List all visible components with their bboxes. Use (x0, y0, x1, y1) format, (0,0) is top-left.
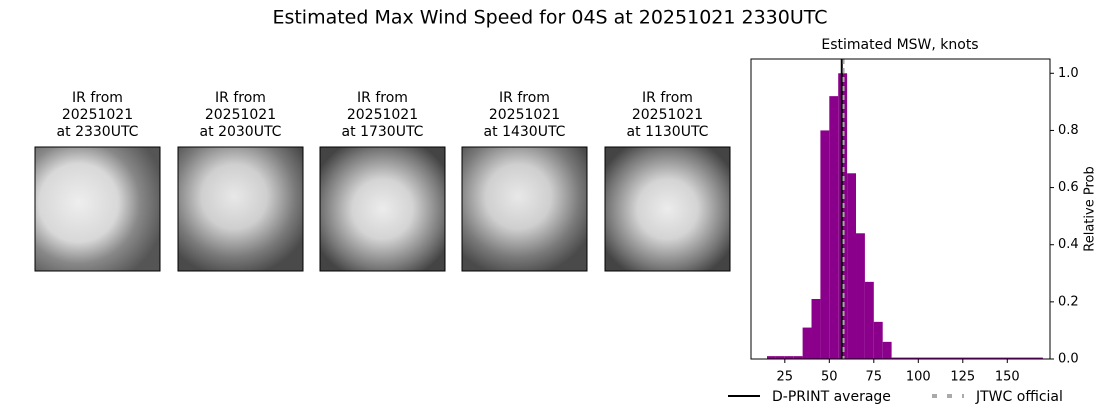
bar (767, 356, 776, 359)
y-tick-label: 0.6 (1058, 180, 1079, 195)
x-tick-label: 100 (906, 370, 931, 385)
ir-image (461, 146, 588, 272)
panel-title: IR from (499, 90, 550, 106)
panel-title: IR from (642, 90, 693, 106)
panel-title: IR from (215, 90, 266, 106)
plot-frame (750, 58, 1051, 360)
y-tick-label: 0.4 (1058, 237, 1079, 252)
ir-image (34, 146, 161, 272)
panel-title: at 1130UTC (627, 124, 709, 140)
bar (793, 356, 803, 359)
y-tick-label: 0.8 (1058, 123, 1079, 138)
bar (856, 233, 865, 359)
x-tick-label: 150 (995, 370, 1020, 385)
bar (847, 173, 857, 359)
bar (864, 281, 874, 359)
panel-title: 20251021 (205, 107, 276, 123)
panel-title: IR from (72, 90, 123, 106)
bar (820, 130, 830, 359)
panel-title: at 2030UTC (200, 124, 282, 140)
y-tick-label: 0.2 (1058, 294, 1079, 309)
panel-title: at 2330UTC (57, 124, 139, 140)
panel-title: IR from (357, 90, 408, 106)
bar (829, 96, 839, 360)
x-tick-label: 125 (950, 370, 975, 385)
panel-title: at 1430UTC (484, 124, 566, 140)
bar (882, 341, 892, 359)
ir-images (34, 146, 731, 272)
ir-image (604, 146, 731, 272)
figure-title: Estimated Max Wind Speed for 04S at 2025… (272, 7, 827, 29)
bar (802, 327, 812, 359)
panel-title: 20251021 (62, 107, 133, 123)
bar (891, 357, 1043, 359)
legend-label: JTWC official (975, 389, 1063, 405)
bar (811, 299, 821, 359)
legend-label: D-PRINT average (772, 389, 891, 405)
x-tick-label: 50 (821, 370, 838, 385)
x-tick-label: 75 (866, 370, 883, 385)
bar (784, 356, 794, 359)
bar (873, 321, 883, 359)
ir-image (319, 146, 446, 272)
panel-title: 20251021 (632, 107, 703, 123)
y-axis-label: Relative Prob (1083, 166, 1098, 251)
bar (775, 356, 785, 359)
panel-title: at 1730UTC (342, 124, 424, 140)
y-tick-label: 0.0 (1058, 352, 1079, 367)
panel-title: 20251021 (347, 107, 418, 123)
chart-title: Estimated MSW, knots (821, 37, 978, 53)
x-tick-label: 25 (777, 370, 794, 385)
ir-image (177, 146, 304, 272)
y-tick-label: 1.0 (1058, 66, 1079, 81)
panel-title: 20251021 (489, 107, 560, 123)
